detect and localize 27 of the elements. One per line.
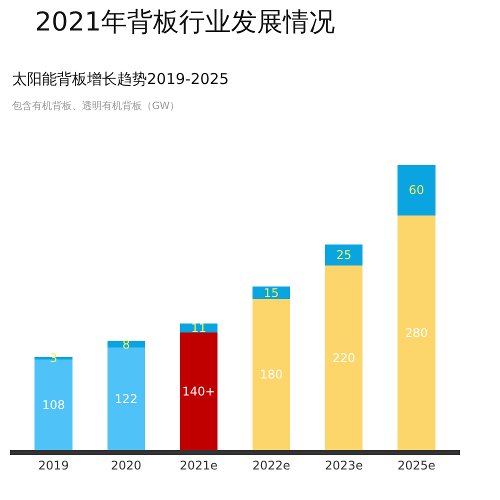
chart-title: 2021年背板行业发展情况 bbox=[35, 8, 336, 38]
x-tick-label: 2021e bbox=[180, 458, 218, 472]
bar bbox=[180, 332, 218, 450]
data-label: 122 bbox=[114, 392, 138, 406]
bar bbox=[398, 165, 436, 216]
bar bbox=[325, 244, 363, 266]
data-label: 8 bbox=[122, 337, 130, 352]
x-tick-label: 2019 bbox=[38, 458, 69, 472]
data-label: 180 bbox=[260, 368, 283, 382]
chart-subtitle: 太阳能背板增长趋势2019-2025 bbox=[12, 70, 229, 88]
data-label: 280 bbox=[404, 326, 428, 340]
text: 包含有机背板、透明有机背板（GW） bbox=[12, 100, 180, 112]
data-label: 25 bbox=[336, 248, 352, 262]
x-tick-label: 2025e bbox=[397, 458, 436, 472]
data-label: 11 bbox=[191, 321, 206, 336]
bar bbox=[107, 348, 145, 450]
data-label: 15 bbox=[264, 286, 279, 300]
bar bbox=[252, 299, 290, 450]
x-tick-label: 2020 bbox=[110, 458, 142, 472]
data-label: 60 bbox=[408, 183, 424, 198]
data-label: 108 bbox=[42, 398, 66, 412]
bar bbox=[325, 266, 363, 450]
x-tick-label: 2022e bbox=[252, 458, 290, 472]
data-label: 220 bbox=[332, 350, 356, 365]
x-tick-label: 2023e bbox=[324, 458, 363, 472]
bar bbox=[398, 215, 436, 450]
data-label: 140+ bbox=[182, 384, 216, 398]
